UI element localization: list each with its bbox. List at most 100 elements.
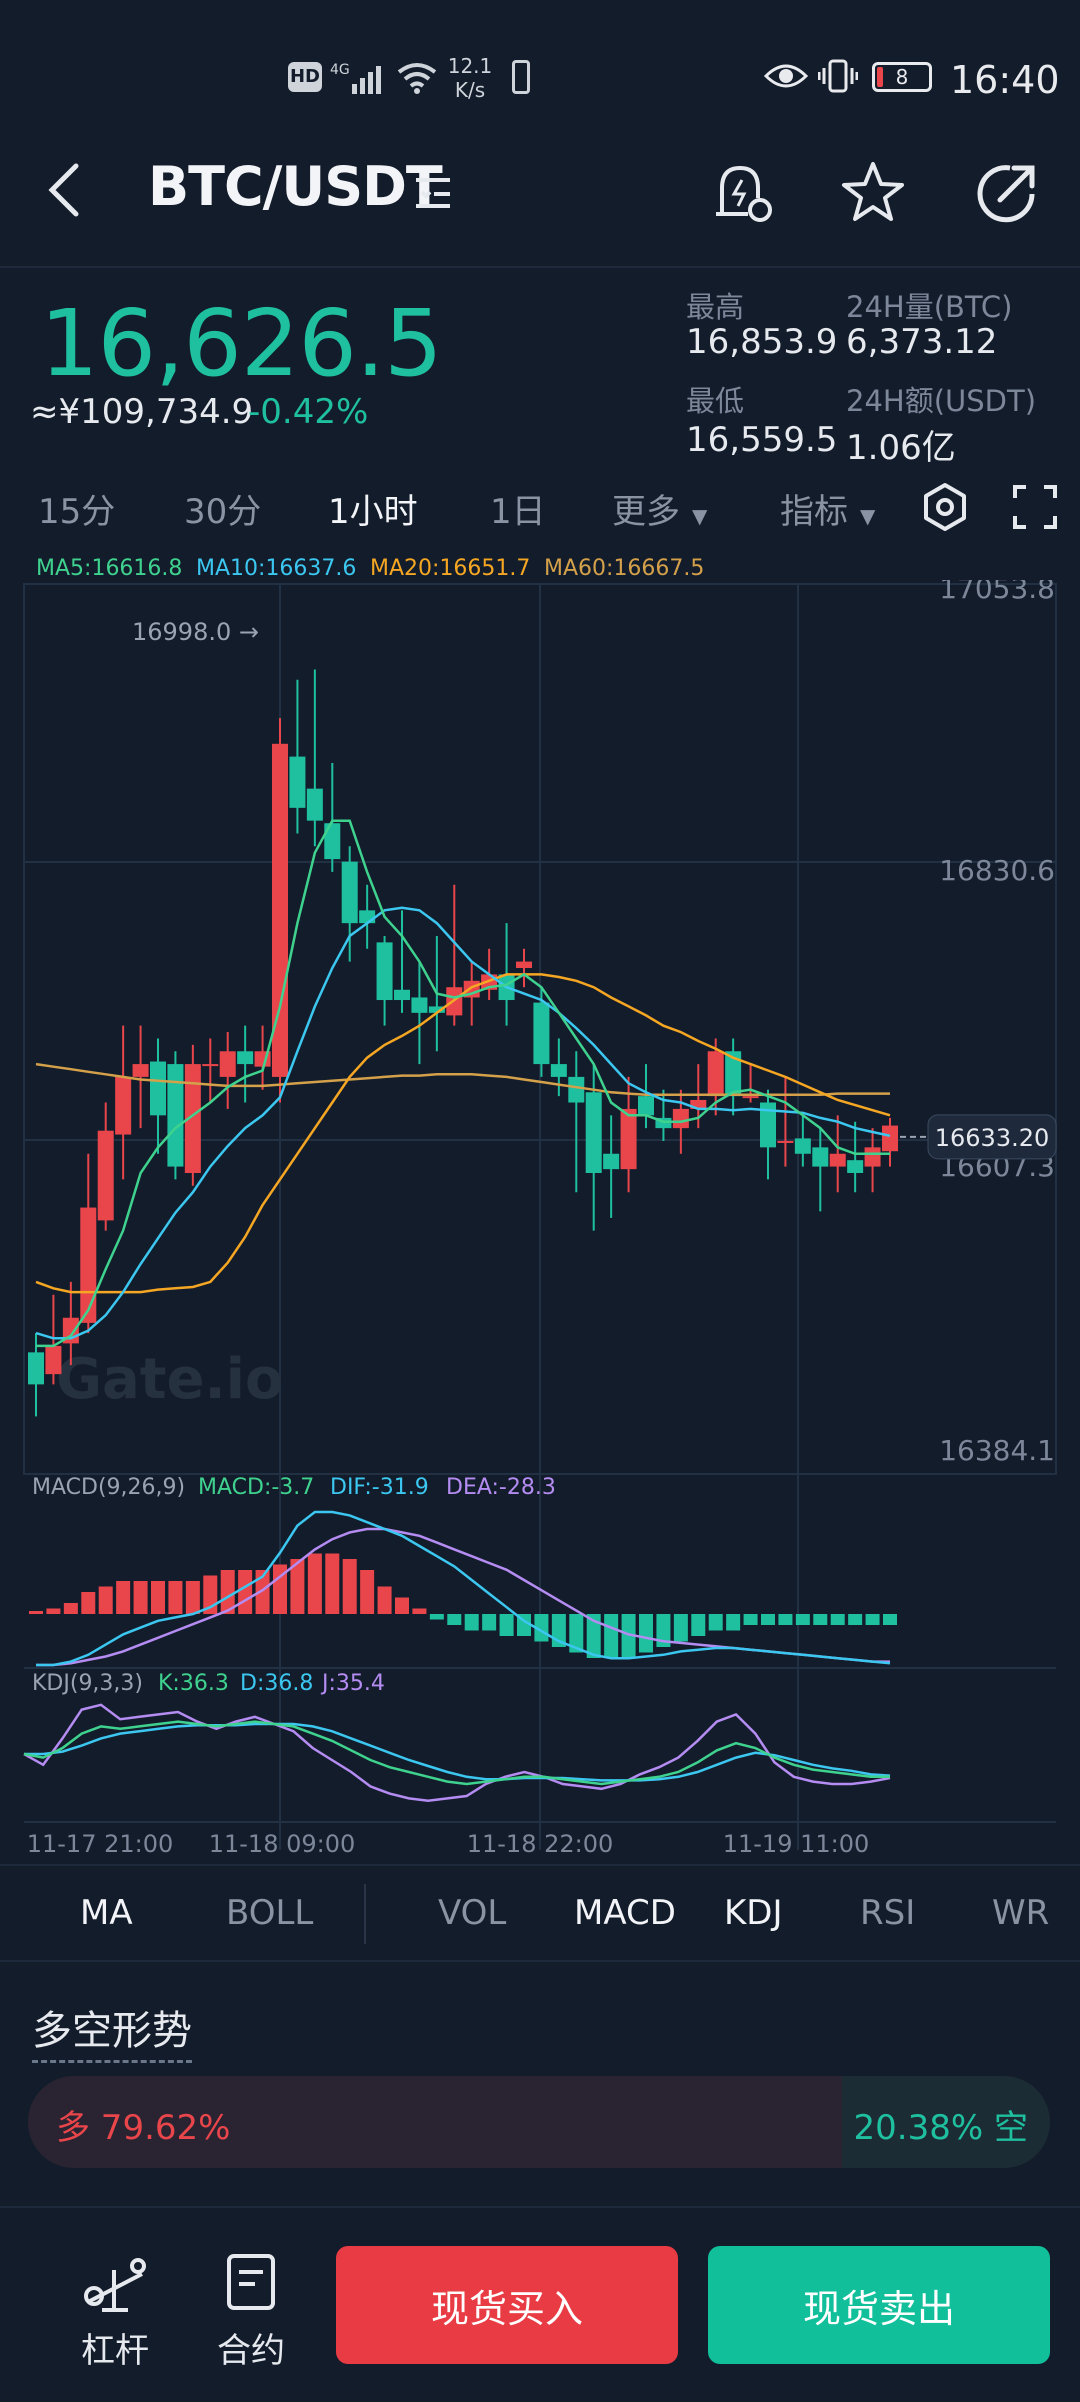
contract-button[interactable]: 合约 — [206, 2252, 296, 2372]
candle-body — [864, 1147, 881, 1167]
tf-1h[interactable]: 1小时 — [328, 492, 418, 532]
macd-histogram-bar — [534, 1614, 549, 1642]
vol-value: 6,373.12 — [846, 322, 998, 362]
vibrate-icon — [817, 58, 859, 94]
macd-histogram-bar — [81, 1592, 96, 1614]
watermark: Gate.io — [56, 1347, 283, 1412]
candle-body — [45, 1345, 62, 1375]
macd-histogram-bar — [151, 1581, 165, 1614]
candle-body — [272, 743, 288, 1077]
macd-histogram-bar — [743, 1614, 758, 1625]
tf-indicators[interactable]: 指标 ▼ — [780, 484, 875, 533]
vol-label: 24H量(BTC) — [846, 290, 1013, 324]
price-alert-icon[interactable] — [708, 158, 778, 228]
hd-icon: HD — [288, 62, 322, 92]
macd-histogram-bar — [116, 1581, 131, 1614]
candle-body — [690, 1099, 707, 1109]
y-axis-label: 17053.8 — [939, 580, 1055, 605]
macd-histogram-bar — [412, 1608, 427, 1614]
tab-ma[interactable]: MA — [80, 1893, 133, 1933]
x-axis-label: 11-17 21:00 — [27, 1830, 174, 1858]
net-speed: 12.1 K/s — [446, 54, 494, 102]
macd-histogram-bar — [29, 1611, 43, 1614]
candle-body — [585, 1092, 602, 1173]
tabs-bottom-divider — [0, 1960, 1080, 1962]
candle-body — [550, 1064, 567, 1077]
macd-histogram-bar — [325, 1553, 340, 1614]
macd-histogram-bar — [778, 1614, 793, 1625]
amount-value: 1.06亿 — [846, 428, 956, 468]
clock: 16:40 — [950, 58, 1060, 102]
tf-15m[interactable]: 15分 — [38, 492, 116, 532]
candle-body — [306, 788, 323, 821]
back-arrow-icon[interactable] — [40, 160, 90, 220]
dropdown-arrow-icon: ▼ — [692, 504, 708, 528]
candle-body — [777, 1140, 794, 1143]
macd-histogram-bar — [63, 1603, 78, 1614]
candle-body — [132, 1064, 149, 1077]
settings-icon[interactable] — [920, 482, 970, 532]
tf-1d[interactable]: 1日 — [490, 492, 546, 532]
svg-text:4G: 4G — [330, 62, 350, 78]
macd-histogram-bar — [255, 1570, 270, 1614]
high-value: 16,853.9 — [686, 322, 838, 362]
low-label: 最低 — [686, 384, 745, 418]
macd-value: MACD:-3.7 — [198, 1475, 314, 1500]
macd-histogram-bar — [98, 1586, 113, 1614]
macd-histogram-bar — [813, 1614, 828, 1625]
net-speed-value: 12.1 — [447, 54, 493, 78]
max-price-marker: 16998.0 → — [132, 618, 259, 646]
candle-body — [829, 1153, 846, 1167]
tf-more[interactable]: 更多 ▼ — [612, 484, 707, 533]
tab-macd[interactable]: MACD — [574, 1893, 676, 1933]
status-bar: HD 4G 12.1 K/s 8 16:40 — [0, 0, 1080, 140]
candle-body — [794, 1138, 811, 1154]
tab-rsi[interactable]: RSI — [860, 1893, 916, 1933]
macd-histogram-bar — [726, 1614, 741, 1631]
candle-body — [184, 1064, 201, 1173]
ma5-legend: MA5:16616.8 — [36, 556, 183, 581]
tab-kdj[interactable]: KDJ — [724, 1893, 783, 1933]
macd-histogram-bar — [290, 1559, 305, 1614]
current-price-tag: 16633.20 — [935, 1124, 1050, 1152]
spot-sell-button[interactable]: 现货卖出 — [708, 2246, 1050, 2364]
fullscreen-icon[interactable] — [1012, 484, 1058, 530]
candle-body — [760, 1102, 776, 1148]
candle-body — [341, 861, 358, 924]
candle-body — [359, 910, 376, 924]
phone-icon — [512, 60, 530, 94]
candle-body — [847, 1160, 864, 1173]
amount-label: 24H额(USDT) — [846, 384, 1037, 418]
ma60-line — [35, 1062, 890, 1097]
x-axis-label: 11-19 11:00 — [723, 1830, 870, 1858]
y-axis-label: 16384.1 — [939, 1434, 1055, 1467]
candle-body — [202, 1064, 219, 1067]
list-icon[interactable] — [414, 176, 454, 212]
contract-label: 合约 — [217, 2331, 285, 2371]
short-ratio-label: 20.38% 空 — [853, 2108, 1028, 2148]
pair-title[interactable]: BTC/USDT — [148, 155, 443, 218]
candle-body — [516, 961, 532, 969]
leverage-button[interactable]: 杠杆 — [70, 2252, 160, 2372]
candle-body — [376, 942, 393, 1001]
battery-level: 8 — [895, 65, 909, 89]
price-change: -0.42% — [248, 392, 369, 432]
kdj-j-line — [23, 1703, 891, 1803]
tab-wr[interactable]: WR — [992, 1893, 1050, 1933]
dea-value: DEA:-28.3 — [446, 1475, 556, 1500]
ma10-line — [35, 906, 891, 1340]
candle-body — [289, 756, 306, 808]
long-short-bar: 多 79.62% 20.38% 空 — [28, 2076, 1050, 2168]
candle-body — [882, 1125, 898, 1152]
candlestick-chart[interactable]: 17053.816830.616607.316384.1Gate.io16998… — [0, 580, 1080, 1860]
dif-value: DIF:-31.9 — [330, 1475, 429, 1500]
candle-body — [219, 1051, 236, 1077]
tab-boll[interactable]: BOLL — [226, 1893, 314, 1933]
star-icon[interactable] — [838, 158, 908, 228]
spot-buy-button[interactable]: 现货买入 — [336, 2246, 678, 2364]
share-icon[interactable] — [972, 158, 1042, 228]
candle-body — [638, 1096, 654, 1116]
tab-vol[interactable]: VOL — [438, 1893, 507, 1933]
tf-30m[interactable]: 30分 — [184, 492, 262, 532]
contract-icon — [227, 2254, 275, 2310]
